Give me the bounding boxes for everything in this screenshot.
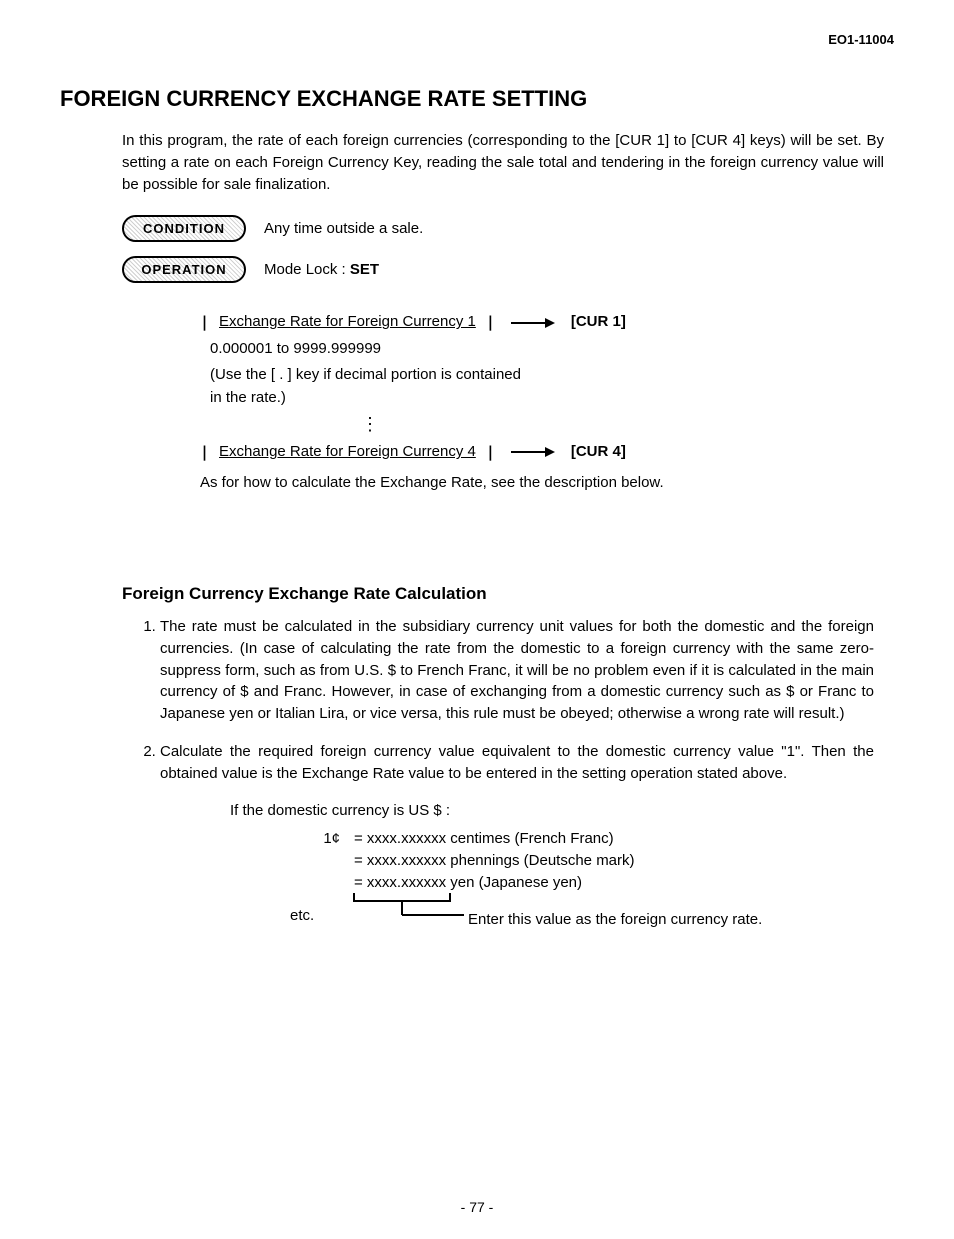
example-etc: etc. <box>290 905 314 927</box>
intro-paragraph: In this program, the rate of each foreig… <box>122 130 884 195</box>
bar-right: | <box>486 311 495 334</box>
step-4-label: Exchange Rate for Foreign Currency 4 <box>219 441 476 464</box>
step-1-key: [CUR 1] <box>571 311 626 334</box>
doc-id: EO1-11004 <box>828 32 894 47</box>
step-1-note: (Use the [ . ] key if decimal portion is… <box>210 364 530 409</box>
vertical-dots: ⋮ <box>200 415 540 435</box>
calc-item-2: Calculate the required foreign currency … <box>160 741 874 785</box>
step-4-line: | Exchange Rate for Foreign Currency 4 |… <box>200 441 894 464</box>
page-number: - 77 - <box>0 1199 954 1215</box>
example-lhs: 1¢ <box>290 828 354 850</box>
operation-pill: OPERATION <box>122 256 246 283</box>
condition-pill: CONDITION <box>122 215 246 242</box>
step-4-key: [CUR 4] <box>571 441 626 464</box>
calc-item-1: The rate must be calculated in the subsi… <box>160 616 874 725</box>
operation-label: Mode Lock : <box>264 261 350 278</box>
calc-list: The rate must be calculated in the subsi… <box>160 616 874 784</box>
example-enter: Enter this value as the foreign currency… <box>468 909 762 931</box>
arrow-icon <box>511 446 555 458</box>
arrow-icon <box>511 317 555 329</box>
example-intro: If the domestic currency is US $ : <box>230 800 894 822</box>
bar-left: | <box>200 311 209 334</box>
step-1-label: Exchange Rate for Foreign Currency 1 <box>219 311 476 334</box>
blank <box>290 872 354 894</box>
operation-text: Mode Lock : SET <box>264 261 379 278</box>
operation-value: SET <box>350 261 379 278</box>
blank <box>290 850 354 872</box>
step-1-range: 0.000001 to 9999.999999 <box>210 338 894 361</box>
section-heading: Foreign Currency Exchange Rate Calculati… <box>122 584 894 604</box>
bracket-icon <box>352 891 472 931</box>
condition-text: Any time outside a sale. <box>264 220 423 237</box>
example-r2: = xxxx.xxxxxx phennings (Deutsche mark) <box>354 850 635 872</box>
example-r3: = xxxx.xxxxxx yen (Japanese yen) <box>354 872 582 894</box>
page-title: FOREIGN CURRENCY EXCHANGE RATE SETTING <box>60 86 894 112</box>
bar-left-4: | <box>200 441 209 464</box>
bar-right-4: | <box>486 441 495 464</box>
example-r1: = xxxx.xxxxxx centimes (French Franc) <box>354 828 614 850</box>
calc-note: As for how to calculate the Exchange Rat… <box>200 472 894 495</box>
step-1-line: | Exchange Rate for Foreign Currency 1 |… <box>200 311 894 334</box>
